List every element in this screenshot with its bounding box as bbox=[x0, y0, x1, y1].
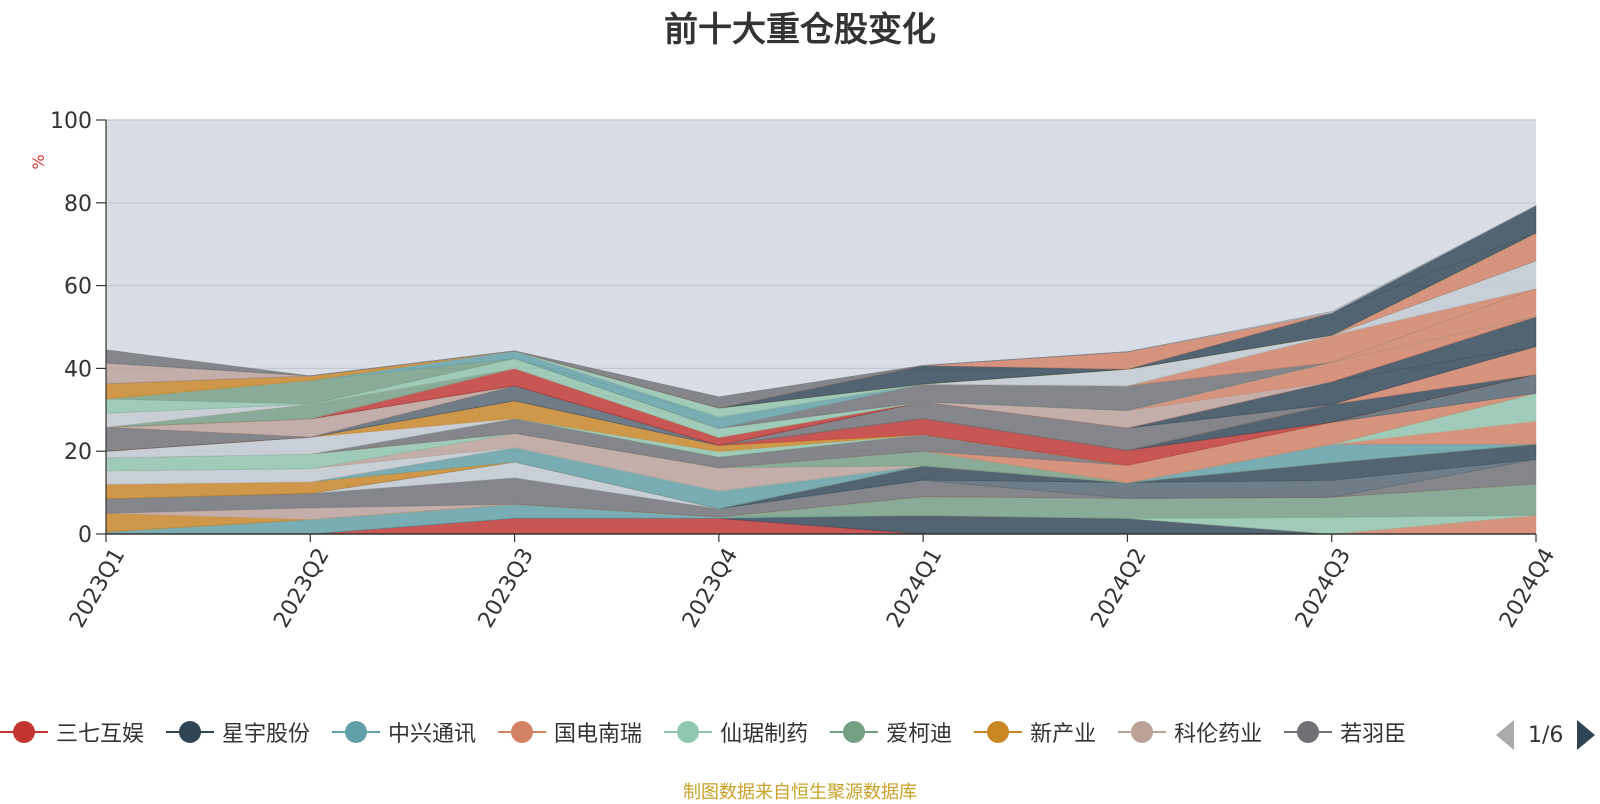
legend-item-label: 星宇股份 bbox=[222, 722, 311, 747]
legend-page-indicator: 1/6 bbox=[1528, 722, 1564, 748]
legend-item[interactable]: 若羽臣 bbox=[1284, 712, 1406, 752]
legend-item-label: 新产业 bbox=[1030, 722, 1097, 747]
legend-marker-icon bbox=[0, 720, 48, 744]
y-axis-label: % bbox=[29, 154, 48, 169]
data-source-note: 制图数据来自恒生聚源数据库 bbox=[683, 782, 917, 803]
legend-marker-icon bbox=[166, 720, 215, 744]
chart-title: 前十大重仓股变化 bbox=[664, 10, 936, 50]
legend-item-label: 仙琚制药 bbox=[720, 722, 809, 747]
legend-item[interactable]: 星宇股份 bbox=[166, 712, 310, 752]
legend-item[interactable]: 仙琚制药 bbox=[664, 712, 808, 752]
x-tick-label: 2024Q2 bbox=[1086, 544, 1151, 632]
legend-item[interactable]: 爱柯迪 bbox=[830, 712, 952, 752]
legend-item-label: 中兴通讯 bbox=[388, 722, 477, 747]
legend-next-icon[interactable] bbox=[1577, 720, 1596, 750]
x-tick-label: 2023Q4 bbox=[678, 544, 743, 632]
legend-item-label: 三七互娱 bbox=[56, 722, 145, 747]
legend-pager: 1/6 bbox=[1496, 718, 1596, 752]
y-tick-label: 80 bbox=[64, 192, 92, 217]
y-tick-label: 100 bbox=[50, 109, 92, 134]
legend-marker-icon bbox=[830, 720, 879, 744]
legend-item[interactable]: 新产业 bbox=[974, 712, 1096, 752]
legend-marker-icon bbox=[1284, 720, 1333, 744]
y-tick-label: 60 bbox=[64, 275, 92, 300]
legend-marker-icon bbox=[498, 720, 547, 744]
legend-item-label: 爱柯迪 bbox=[886, 722, 953, 747]
legend-item-label: 若羽臣 bbox=[1340, 722, 1407, 747]
legend-item[interactable]: 科伦药业 bbox=[1118, 712, 1262, 752]
x-tick-label: 2023Q2 bbox=[269, 544, 334, 632]
x-tick-label: 2024Q3 bbox=[1291, 544, 1356, 632]
y-tick-label: 20 bbox=[64, 440, 92, 465]
legend: 三七互娱 星宇股份 中兴通讯 国电南瑞 仙琚制药 爱柯迪 新产业 科伦药业 若羽臣 bbox=[0, 712, 1480, 752]
x-tick-label: 2023Q3 bbox=[474, 544, 539, 632]
legend-marker-icon bbox=[1118, 720, 1167, 744]
x-tick-label: 2024Q4 bbox=[1495, 544, 1560, 632]
area-series-group bbox=[105, 205, 1537, 535]
legend-prev-icon[interactable] bbox=[1496, 720, 1514, 750]
y-tick-label: 40 bbox=[64, 357, 92, 382]
x-tick-label: 2023Q1 bbox=[65, 544, 130, 632]
legend-item[interactable]: 国电南瑞 bbox=[498, 712, 642, 752]
legend-marker-icon bbox=[332, 720, 381, 744]
legend-item-label: 科伦药业 bbox=[1174, 722, 1263, 747]
x-tick-label: 2024Q1 bbox=[882, 544, 947, 632]
legend-item[interactable]: 三七互娱 bbox=[0, 712, 144, 752]
legend-marker-icon bbox=[664, 720, 713, 744]
area-series-60 bbox=[105, 205, 1537, 398]
legend-marker-icon bbox=[974, 720, 1023, 744]
legend-item[interactable]: 中兴通讯 bbox=[332, 712, 476, 752]
y-tick-label: 0 bbox=[78, 523, 92, 548]
legend-item-label: 国电南瑞 bbox=[554, 722, 643, 747]
